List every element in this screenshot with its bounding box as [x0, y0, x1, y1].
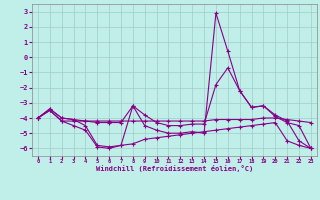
X-axis label: Windchill (Refroidissement éolien,°C): Windchill (Refroidissement éolien,°C)	[96, 165, 253, 172]
